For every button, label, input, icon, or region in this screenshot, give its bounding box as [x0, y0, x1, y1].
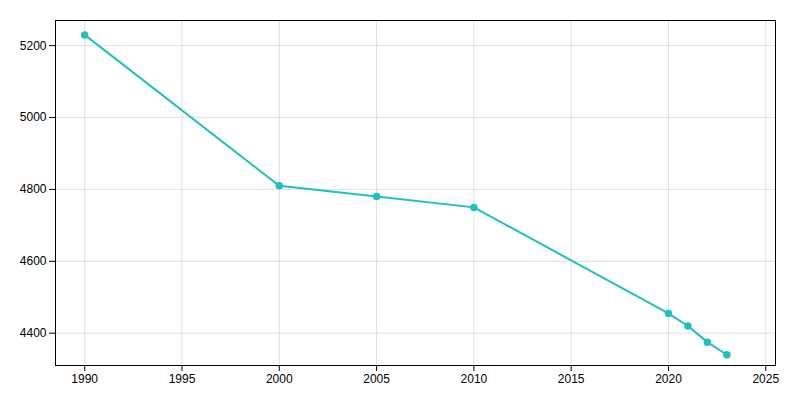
svg-text:1990: 1990: [71, 372, 98, 386]
svg-text:2020: 2020: [655, 372, 682, 386]
svg-text:5200: 5200: [20, 38, 47, 52]
svg-text:2005: 2005: [363, 372, 390, 386]
svg-text:2015: 2015: [558, 372, 585, 386]
svg-text:2025: 2025: [752, 372, 779, 386]
svg-text:2010: 2010: [461, 372, 488, 386]
svg-text:4400: 4400: [20, 326, 47, 340]
svg-text:2000: 2000: [266, 372, 293, 386]
svg-text:1995: 1995: [169, 372, 196, 386]
svg-text:5000: 5000: [20, 110, 47, 124]
svg-text:4600: 4600: [20, 254, 47, 268]
svg-text:4800: 4800: [20, 182, 47, 196]
